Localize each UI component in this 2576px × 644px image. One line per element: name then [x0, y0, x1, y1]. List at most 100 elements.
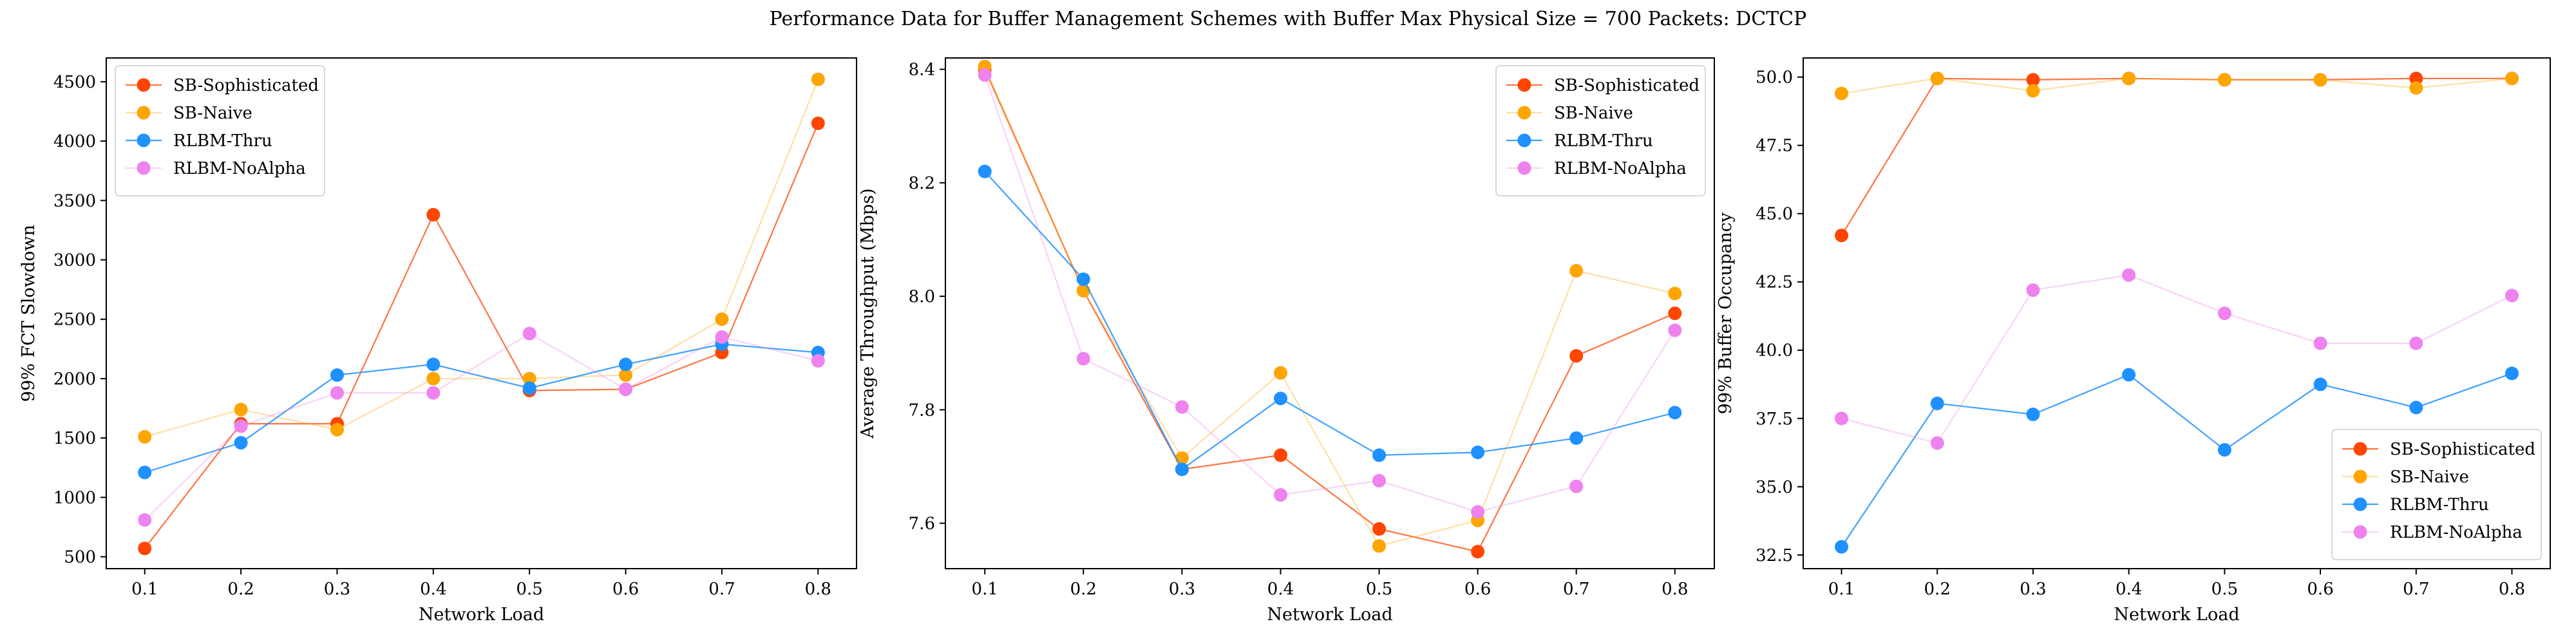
data-point	[2505, 71, 2519, 86]
x-tick-label: 0.6	[1464, 580, 1491, 599]
legend-marker	[2353, 497, 2367, 511]
data-point	[1372, 448, 1386, 462]
x-tick-label: 0.6	[2307, 580, 2333, 599]
y-tick-label: 7.8	[909, 401, 935, 420]
legend-label: SB-Sophisticated	[173, 76, 319, 95]
data-point	[1835, 412, 1848, 426]
x-tick-label: 0.4	[1267, 580, 1294, 599]
y-tick-label: 500	[64, 548, 96, 567]
x-tick-label: 0.3	[2020, 580, 2046, 599]
legend-label: SB-Sophisticated	[2390, 440, 2535, 459]
legend-label: RLBM-NoAlpha	[1554, 159, 1687, 178]
plot-frame	[945, 57, 1715, 569]
data-point	[811, 354, 825, 368]
legend: SB-Sophisticated SB-Naive RLBM-Thru RLBM-No…	[2331, 429, 2542, 560]
data-point	[715, 312, 729, 327]
legend-label: SB-Naive	[2390, 468, 2469, 487]
data-point	[1930, 396, 1944, 410]
data-point	[1471, 545, 1485, 559]
data-point	[2505, 366, 2519, 381]
legend-marker	[1517, 133, 1531, 147]
y-tick-label: 1500	[53, 429, 96, 448]
y-tick-label: 47.5	[1756, 137, 1793, 156]
x-tick-label: 0.2	[227, 580, 254, 599]
data-point	[978, 164, 992, 178]
y-tick-label: 37.5	[1756, 410, 1793, 429]
x-tick-label: 0.8	[2499, 580, 2525, 599]
legend-marker	[1517, 161, 1531, 175]
chart-panel-3: 0.1 0.2 0.3 0.4 0.5 0.6 0.7 0.8 32.5 35.0 37.5 40.0…	[1716, 57, 2551, 625]
data-point	[522, 327, 536, 341]
y-tick-label: 7.6	[909, 515, 935, 534]
series-line	[144, 79, 819, 438]
data-point	[978, 68, 992, 82]
x-tick-label: 0.4	[2116, 580, 2142, 599]
x-tick-label: 0.1	[1828, 580, 1855, 599]
data-point	[1372, 473, 1386, 488]
data-point	[426, 357, 440, 372]
y-tick-label: 42.5	[1756, 273, 1793, 292]
data-point	[2313, 73, 2327, 87]
data-point	[1076, 272, 1090, 287]
data-point	[426, 386, 440, 400]
series-line	[1841, 372, 2512, 547]
y-tick-label: 3500	[53, 191, 96, 211]
data-point	[1076, 352, 1090, 366]
data-point	[1930, 436, 1944, 450]
data-point	[1835, 229, 1848, 243]
y-tick-label: 4000	[53, 132, 96, 151]
x-tick-label: 0.3	[1169, 580, 1195, 599]
data-point	[2122, 268, 2136, 282]
x-tick-label: 0.7	[708, 580, 735, 599]
data-point	[1175, 462, 1189, 477]
chart-panel-2: 0.1 0.2 0.3 0.4 0.5 0.6 0.7 0.8 7.6 7.8 8.0 8.2 8.4 N…	[858, 57, 1715, 625]
data-point	[619, 368, 632, 382]
data-point	[1569, 479, 1584, 493]
data-point	[1175, 400, 1189, 414]
y-axis-title: 99% Buffer Occupancy	[1716, 212, 1736, 414]
series-line	[984, 66, 1676, 547]
data-point	[1668, 406, 1682, 420]
legend-marker	[2353, 469, 2367, 484]
data-point	[138, 466, 152, 480]
x-axis-title: Network Load	[1267, 605, 1392, 625]
data-point	[811, 72, 825, 86]
data-point	[2409, 71, 2423, 86]
legend-marker	[137, 133, 151, 147]
data-point	[2217, 443, 2231, 457]
data-point	[2217, 307, 2231, 320]
legend-marker	[137, 106, 151, 120]
legend-label: SB-Naive	[173, 104, 252, 123]
legend-label: SB-Sophisticated	[1554, 76, 1700, 95]
y-tick-label: 35.0	[1756, 478, 1793, 497]
y-tick-label: 8.2	[909, 174, 935, 193]
y-axis-title: Average Throughput (Mbps)	[858, 188, 878, 439]
legend: SB-Sophisticated SB-Naive RLBM-Thru RLBM-No…	[1495, 65, 1706, 196]
y-tick-label: 4500	[53, 73, 96, 92]
series-line	[1841, 274, 2512, 444]
data-point	[330, 422, 344, 437]
x-axis-title: Network Load	[2114, 605, 2239, 625]
x-tick-label: 0.1	[972, 580, 998, 599]
y-tick-label: 50.0	[1756, 68, 1793, 88]
series-line	[144, 122, 819, 549]
data-point	[2026, 283, 2040, 297]
data-point	[138, 513, 152, 527]
series-line	[984, 75, 1676, 513]
data-point	[1668, 323, 1682, 337]
data-point	[2409, 336, 2423, 350]
x-tick-label: 0.3	[324, 580, 350, 599]
y-tick-label: 1000	[53, 488, 96, 507]
legend-box	[1495, 65, 1706, 196]
legend-label: RLBM-Thru	[1554, 131, 1653, 151]
data-point	[1274, 448, 1287, 462]
data-point	[1668, 287, 1682, 301]
chart-panel-1: 0.1 0.2 0.3 0.4 0.5 0.6 0.7 0.8 500 1000 1500 2000 2…	[19, 57, 857, 625]
data-point	[2026, 407, 2040, 421]
data-point	[1569, 431, 1584, 445]
y-tick-label: 8.0	[909, 287, 935, 307]
y-tick-label: 2000	[53, 370, 96, 389]
x-tick-label: 0.2	[1070, 580, 1097, 599]
data-point	[715, 330, 729, 344]
data-point	[2409, 401, 2423, 415]
